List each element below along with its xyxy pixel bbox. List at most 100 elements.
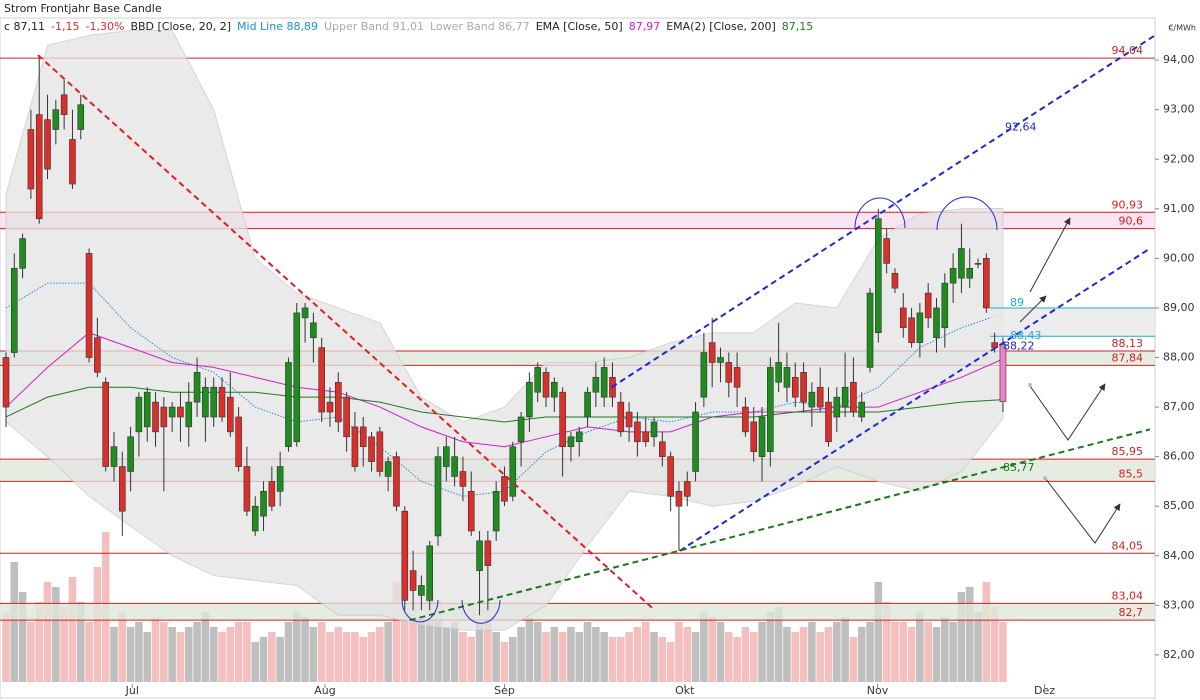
volume-bar [766, 612, 775, 682]
candle-body [185, 401, 193, 428]
y-tick-label: 89,00 [1163, 301, 1195, 314]
volume-bar [924, 622, 932, 682]
candle-body [409, 570, 417, 591]
volume-bar [284, 622, 293, 682]
candle-body [418, 585, 425, 596]
candle-body [841, 386, 849, 408]
candle-body [758, 416, 766, 457]
bottom-arc [461, 599, 501, 624]
annotation-label: 88,43 [1010, 329, 1042, 342]
candle-body [443, 446, 450, 467]
level-label: 85,5 [1119, 467, 1144, 480]
trendline [679, 247, 1151, 552]
candle-body [708, 342, 716, 363]
header-item: -1,30% [85, 20, 125, 33]
chart-title: Strom Frontjahr Base Candle [4, 2, 162, 15]
candle-body [318, 347, 325, 413]
arrow [1019, 295, 1047, 323]
candle-body [293, 312, 301, 443]
candle-body [451, 456, 458, 477]
candle-body [642, 431, 650, 443]
candle-body [335, 381, 342, 423]
volume-bar [18, 592, 27, 682]
volume-bar [209, 627, 218, 682]
candle-body [791, 377, 799, 398]
header-item: 87,97 [628, 20, 661, 33]
candle-body [650, 421, 658, 438]
volume-bar [135, 622, 143, 682]
volume-bar [974, 612, 982, 682]
x-tick-label: Jul [125, 684, 139, 697]
volume-bar [567, 627, 575, 682]
candle-body [634, 421, 641, 443]
volume-bar [508, 637, 517, 682]
annotation-label: 89 [1010, 296, 1024, 309]
y-tick-label: 85,00 [1163, 499, 1195, 512]
candle-body [218, 386, 226, 418]
candle-body [118, 466, 126, 512]
volume-bar [359, 637, 368, 682]
header-legend: c 87,11 -1,15 -1,30% BBD [Close, 20, 2] Mid … [4, 20, 819, 33]
candle-body [193, 372, 201, 403]
candle-body [376, 431, 384, 472]
candle-body [401, 510, 409, 601]
volume-bar [616, 637, 625, 682]
volume-bar [484, 612, 492, 682]
candle-body [326, 401, 334, 413]
volume-bar [691, 632, 700, 682]
volume-bar [425, 592, 434, 682]
header-item: EMA [Close, 50] [535, 20, 623, 33]
candle-body [991, 342, 998, 348]
volume-bar [226, 627, 235, 682]
candle-body [559, 391, 566, 448]
volume-bar [85, 622, 93, 682]
candle-body [160, 406, 168, 428]
candle-body [27, 129, 35, 190]
candle-body [875, 218, 882, 334]
arrow [1044, 477, 1121, 544]
volume-bar [849, 637, 858, 682]
volume-bar [184, 627, 193, 682]
volume-bar [160, 622, 168, 682]
x-tick-label: Nov [867, 684, 889, 697]
candle-body [675, 491, 683, 507]
volume-bar [492, 632, 500, 682]
candle-body [127, 436, 134, 472]
candle-body [476, 540, 483, 571]
candle-body [958, 248, 965, 279]
candle-body [816, 386, 824, 408]
y-tick-label: 82,00 [1163, 648, 1195, 661]
level-label: 94,04 [1112, 44, 1144, 57]
candle-body [866, 292, 874, 368]
volume-bar [741, 627, 750, 682]
volume-bar [234, 622, 243, 682]
candle-body [783, 367, 791, 388]
candle-body [692, 411, 699, 472]
volume-bar [633, 627, 642, 682]
volume-bar [118, 612, 127, 682]
volume-bar [749, 632, 758, 682]
volume-bar [434, 602, 442, 682]
volume-bar [724, 632, 733, 682]
volume-bar [251, 642, 260, 682]
volume-bar [76, 602, 85, 682]
arrow [1029, 383, 1106, 441]
candle-body [941, 282, 949, 329]
candle-body [858, 401, 866, 418]
candle-body [899, 307, 907, 329]
volume-bar [808, 622, 816, 682]
candle-body [924, 292, 932, 319]
level-label: 82,7 [1119, 606, 1144, 619]
candle-body [933, 307, 940, 338]
volume-bar [475, 622, 484, 682]
volume-bar [857, 627, 866, 682]
volume-bar [326, 632, 334, 682]
candle-body [35, 114, 43, 220]
candle-body [343, 396, 350, 438]
candle-body [285, 362, 292, 448]
volume-bar [932, 627, 941, 682]
candle-body [210, 386, 217, 418]
candle-body [534, 367, 542, 393]
header-item: EMA(2) [Close, 200] [666, 20, 776, 33]
candle-body [999, 344, 1007, 402]
